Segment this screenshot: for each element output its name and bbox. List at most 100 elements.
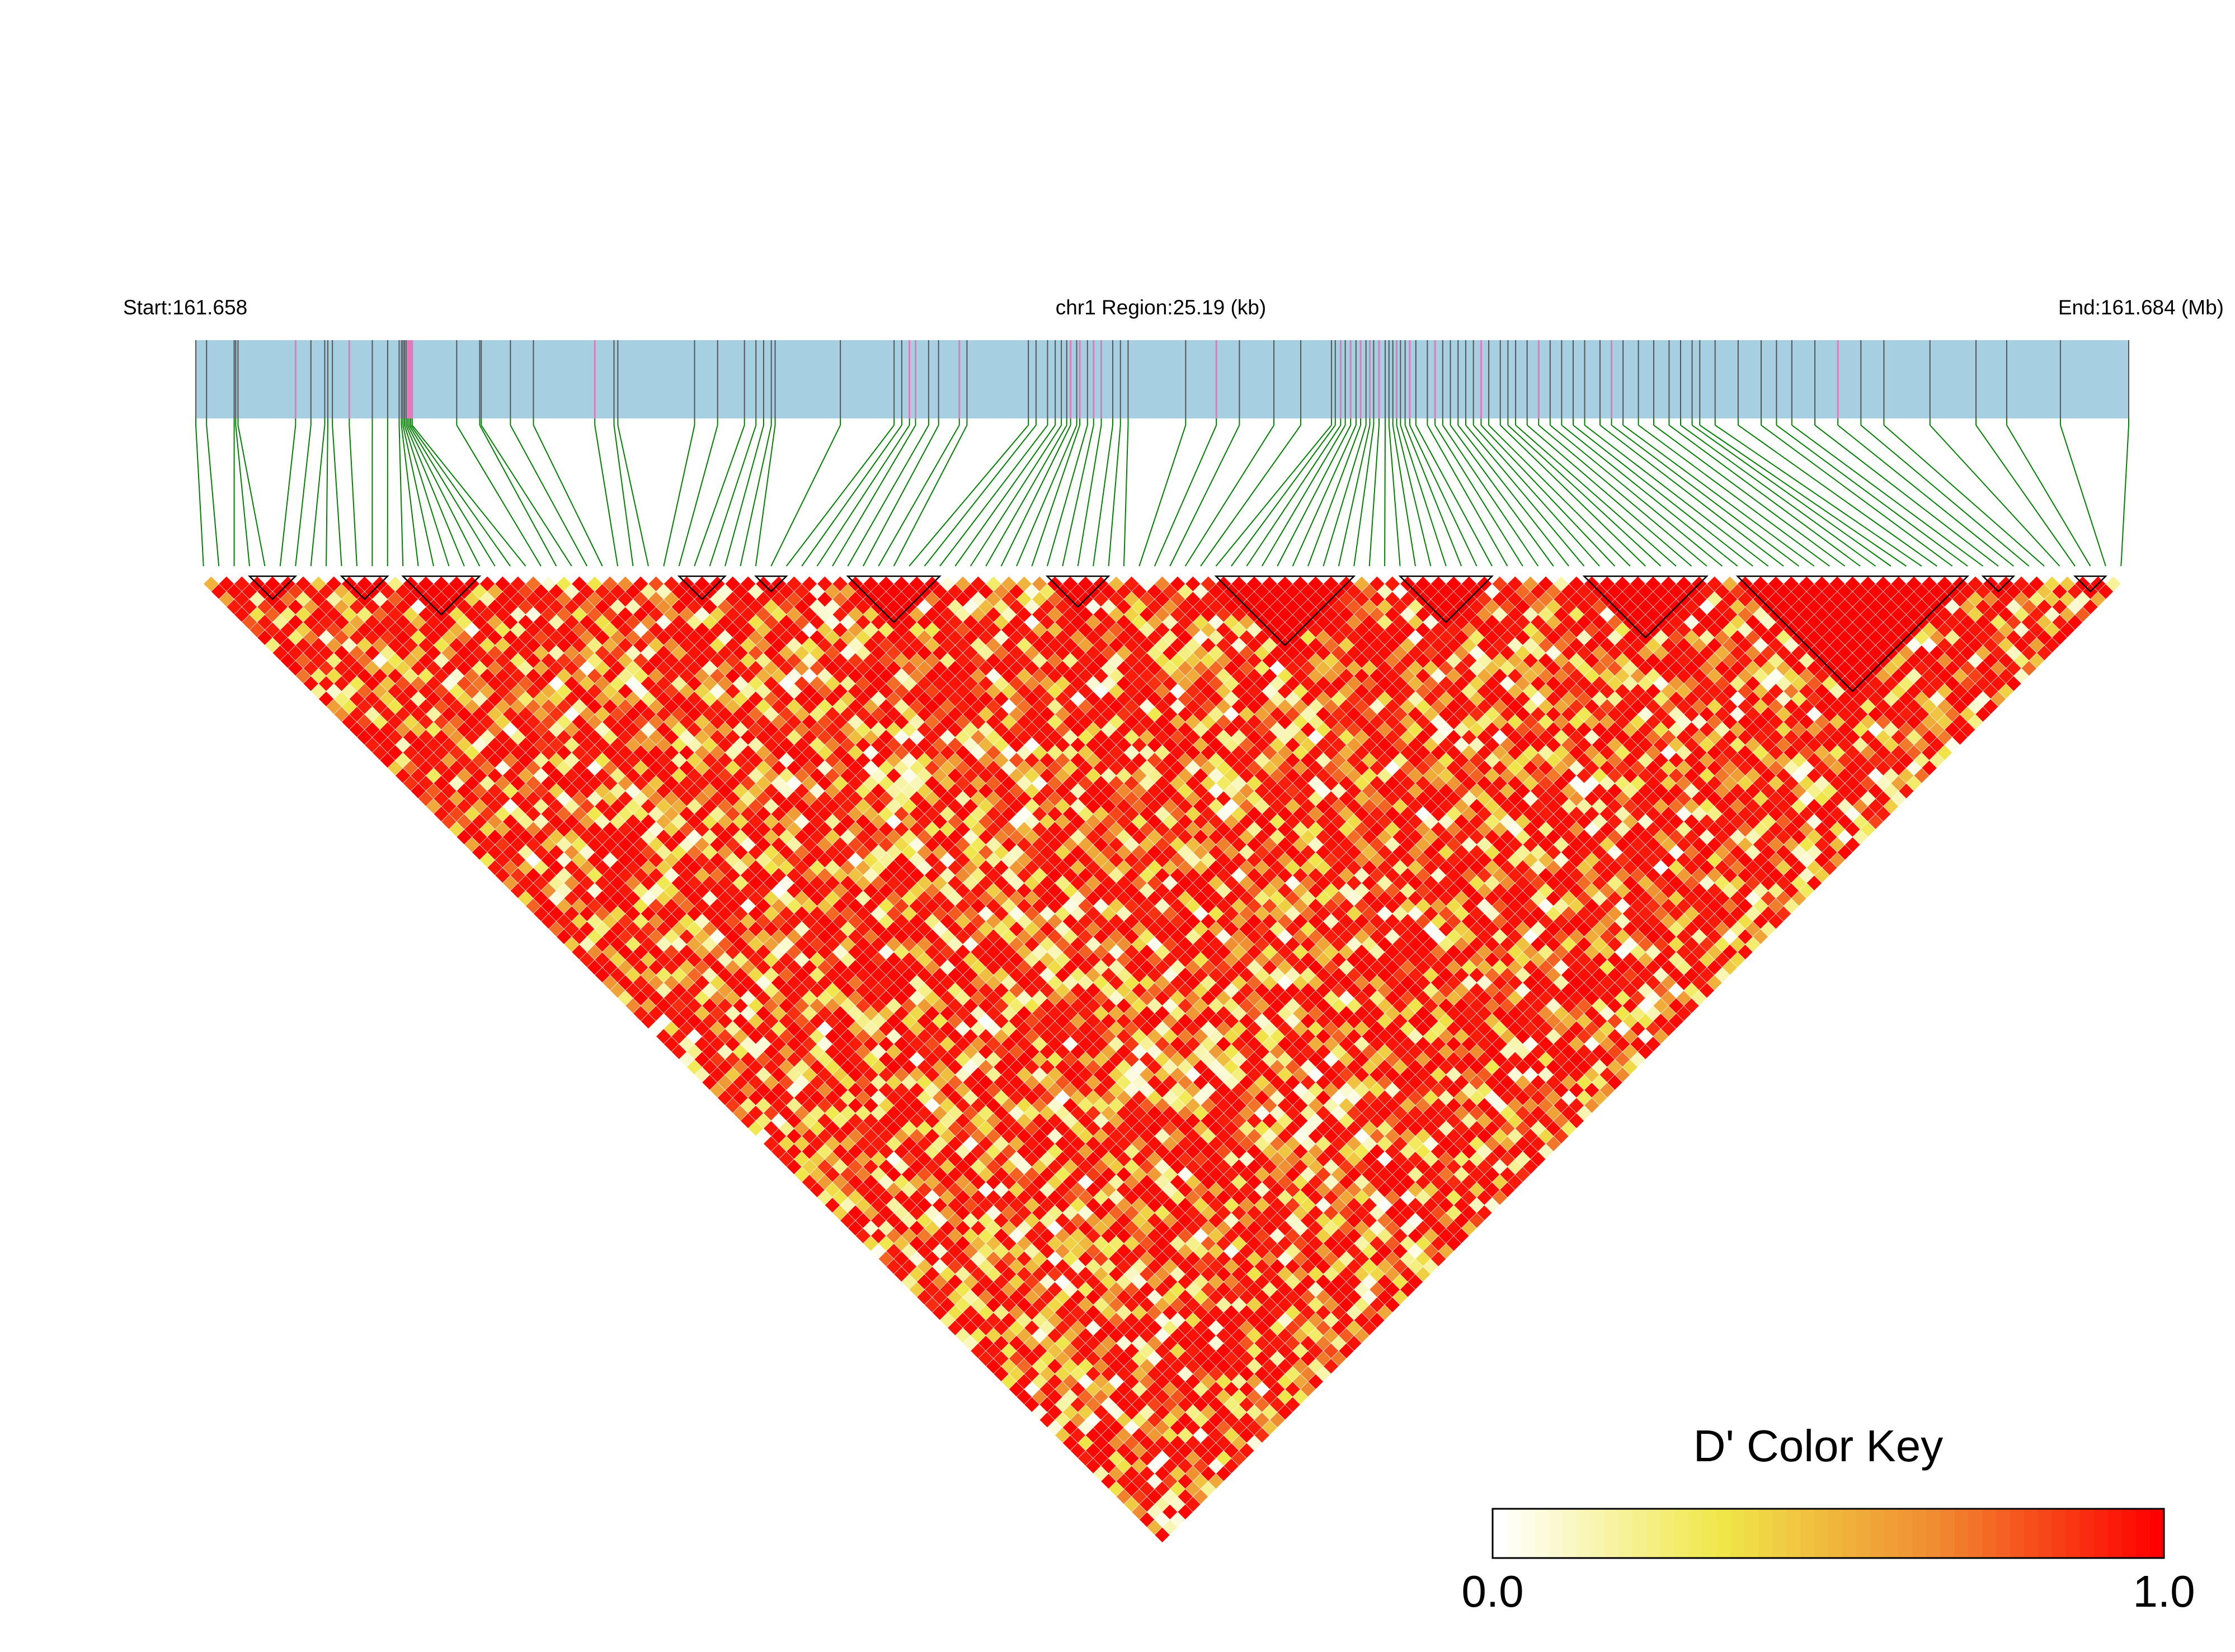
connector-line <box>1450 425 1554 567</box>
connector-line <box>1108 425 1121 567</box>
connector-line <box>1538 425 1707 567</box>
connector-line <box>1515 425 1677 567</box>
connector-line <box>349 425 357 567</box>
connector-line <box>279 425 297 567</box>
connector-line <box>1353 425 1375 567</box>
connector-line <box>1200 425 1301 567</box>
connector-line <box>1814 425 1999 567</box>
connector-line <box>1093 425 1114 567</box>
connector-line <box>1527 425 1692 567</box>
region-label: chr1 Region:25.19 (kb) <box>1056 296 1266 319</box>
connector-line <box>1668 425 1861 567</box>
connector-line <box>408 425 496 567</box>
connector-line <box>412 425 526 567</box>
connector-line <box>1837 425 2014 567</box>
connector-line <box>1488 425 1631 567</box>
connector-line <box>816 425 910 567</box>
connector-line <box>235 425 250 567</box>
connector-line <box>510 425 588 567</box>
connector-line <box>1277 425 1352 567</box>
gene-track-bar <box>196 340 2129 418</box>
connector-line <box>1550 425 1723 567</box>
connector-line <box>1427 425 1508 567</box>
connector-line <box>407 425 481 567</box>
connector-line <box>1392 425 1416 567</box>
gene-track <box>195 340 2129 418</box>
connector-line <box>613 425 634 567</box>
connector-line <box>893 425 968 567</box>
connector-line <box>1169 425 1240 567</box>
connector-line <box>1561 425 1738 567</box>
connector-line <box>694 425 745 567</box>
connector-line <box>237 425 266 567</box>
ld-heatmap-cells <box>203 576 2121 1543</box>
connector-line <box>2059 425 2106 567</box>
connector-line <box>310 425 326 567</box>
connector-line <box>1307 425 1361 567</box>
connector-line <box>1638 425 1830 567</box>
connector-line <box>1123 425 1129 567</box>
connector-line <box>832 425 916 567</box>
connector-line <box>479 425 557 567</box>
connector-line <box>2120 425 2129 567</box>
connector-line <box>1138 425 1187 567</box>
connector-line <box>1975 425 2076 567</box>
connector-line <box>1246 425 1342 567</box>
connector-line <box>404 425 450 567</box>
snp-connector-lines <box>195 418 2129 567</box>
connector-line <box>402 425 434 567</box>
connector-line <box>1368 425 1380 567</box>
connector-line <box>862 425 939 567</box>
connector-line <box>1154 425 1217 567</box>
connector-line <box>924 425 1037 567</box>
connector-line <box>1776 425 1968 567</box>
connector-line <box>1031 425 1081 567</box>
connector-line <box>1573 425 1753 567</box>
connector-line <box>1016 425 1077 567</box>
region-header: Start:161.658 chr1 Region:25.19 (kb) End… <box>123 296 2224 319</box>
connector-line <box>1883 425 2045 567</box>
connector-line <box>1584 425 1769 567</box>
connector-line <box>1680 425 1876 567</box>
connector-line <box>206 425 220 567</box>
snp-tick-marks <box>195 340 2129 418</box>
connector-line <box>1434 425 1523 567</box>
connector-line <box>594 425 619 567</box>
connector-line <box>755 425 776 567</box>
connector-line <box>770 425 841 567</box>
connector-line <box>985 425 1067 567</box>
connector-line <box>1472 425 1600 567</box>
connector-line <box>1860 425 2030 567</box>
connector-line <box>1184 425 1274 567</box>
connector-line <box>617 425 649 567</box>
connector-line <box>1215 425 1332 567</box>
connector-line <box>1415 425 1493 567</box>
connector-line <box>740 425 772 567</box>
connector-line <box>1507 425 1662 567</box>
connector-line <box>1396 425 1432 567</box>
connector-line <box>847 425 929 567</box>
connector-line <box>1715 425 1922 567</box>
connector-line <box>1791 425 1984 567</box>
connector-line <box>1261 425 1346 567</box>
connector-line <box>456 425 542 567</box>
connector-line <box>939 425 1048 567</box>
connector-line <box>1653 425 1846 567</box>
connector-line <box>332 425 342 567</box>
connector-line <box>970 425 1062 567</box>
connector-line <box>909 425 1029 567</box>
connector-line <box>1480 425 1616 567</box>
connector-line <box>1930 425 2060 567</box>
connector-line <box>1465 425 1585 567</box>
connector-line <box>1442 425 1539 567</box>
connector-line <box>533 425 603 567</box>
connector-line <box>678 425 718 567</box>
connector-line <box>398 425 404 567</box>
connector-line <box>295 425 312 567</box>
connector-line <box>1409 425 1478 567</box>
connector-line <box>1699 425 1907 567</box>
connector-line <box>1457 425 1569 567</box>
end-label: End:161.684 (Mb) <box>2058 296 2224 319</box>
connector-line <box>1622 425 1815 567</box>
